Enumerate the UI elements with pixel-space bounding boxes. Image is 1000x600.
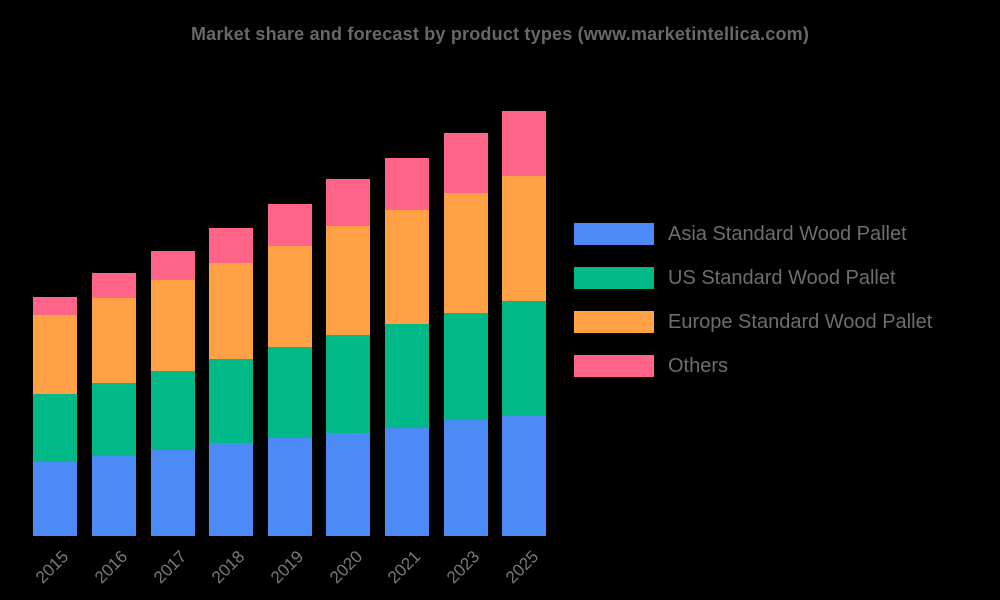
legend-item-us: US Standard Wood Pallet (574, 267, 932, 289)
x-tick-label-2023: 2023 (442, 547, 484, 588)
bar-segment-2016 (91, 298, 136, 384)
bar-segment-2021 (385, 324, 430, 428)
legend-label-others: Others (668, 354, 729, 377)
legend-swatch-asia-icon (574, 223, 654, 245)
bar-segment-2021 (385, 157, 430, 210)
bar-segment-2018 (209, 228, 254, 263)
legend-label-asia: Asia Standard Wood Pallet (668, 222, 907, 245)
x-tick-label-2020: 2020 (325, 547, 366, 588)
bar-segment-2023 (443, 193, 488, 313)
legend-item-others: Others (574, 355, 932, 377)
bar-segment-2016 (91, 273, 136, 299)
legend-label-us: US Standard Wood Pallet (668, 266, 896, 289)
x-tick-label-2015: 2015 (32, 547, 73, 588)
bar-segment-2018 (209, 358, 254, 443)
bar-segment-2019 (267, 347, 312, 438)
bar-segment-2020 (326, 432, 371, 536)
bar-segment-2023 (443, 419, 488, 536)
bar-segment-2017 (150, 370, 195, 451)
bar-2017 (150, 251, 195, 536)
bar-segment-2015 (33, 394, 78, 463)
bar-segment-2020 (326, 179, 371, 227)
bar-2023 (443, 132, 488, 536)
legend-swatch-europe-icon (574, 311, 654, 333)
legend: Asia Standard Wood Pallet US Standard Wo… (574, 223, 932, 399)
bar-segment-2018 (209, 442, 254, 536)
bar-segment-2016 (91, 456, 136, 536)
x-tick-label-2019: 2019 (267, 547, 308, 588)
bar-segment-2021 (385, 209, 430, 325)
bar-segment-2021 (385, 427, 430, 536)
bar-2018 (209, 228, 254, 536)
x-tick-label-2016: 2016 (91, 547, 132, 588)
legend-label-europe: Europe Standard Wood Pallet (668, 310, 933, 333)
bar-segment-2025 (502, 176, 547, 301)
x-tick-label-2017: 2017 (149, 547, 190, 588)
bar-2021 (385, 157, 430, 536)
bar-segment-2018 (209, 262, 254, 359)
legend-swatch-us-icon (574, 267, 654, 289)
bar-2019 (267, 204, 312, 536)
bar-segment-2017 (150, 279, 195, 371)
bar-segment-2015 (33, 462, 78, 536)
bar-segment-2023 (443, 312, 488, 420)
bar-segment-2017 (150, 450, 195, 536)
x-tick-label-2021: 2021 (384, 547, 425, 588)
x-tick-label-2018: 2018 (208, 547, 249, 588)
legend-item-asia: Asia Standard Wood Pallet (574, 223, 932, 245)
bar-segment-2019 (267, 204, 312, 246)
bar-segment-2025 (502, 416, 547, 536)
bar-segment-2015 (33, 297, 78, 316)
bar-segment-2020 (326, 334, 371, 433)
bar-segment-2025 (502, 300, 547, 417)
legend-swatch-others-icon (574, 355, 654, 377)
bar-segment-2016 (91, 383, 136, 457)
bar-segment-2023 (443, 132, 488, 194)
bar-segment-2020 (326, 226, 371, 335)
chart-title: Market share and forecast by product typ… (190, 24, 810, 44)
legend-item-europe: Europe Standard Wood Pallet (574, 311, 932, 333)
x-tick-label-2025: 2025 (501, 547, 542, 588)
bar-segment-2019 (267, 245, 312, 348)
bar-segment-2017 (150, 251, 195, 280)
bar-2015 (33, 297, 78, 536)
bar-2020 (326, 179, 371, 536)
bar-2016 (91, 273, 136, 536)
bar-segment-2015 (33, 315, 78, 395)
bar-2025 (502, 110, 547, 536)
bar-segment-2019 (267, 437, 312, 536)
bar-segment-2025 (502, 110, 547, 177)
